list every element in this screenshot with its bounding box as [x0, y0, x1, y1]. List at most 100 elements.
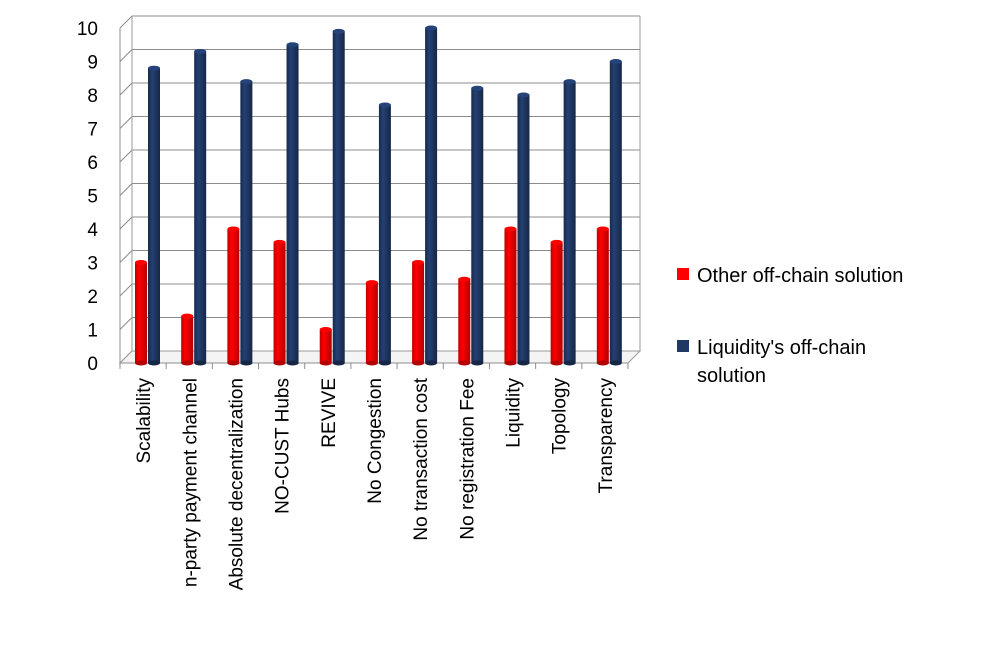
bar-other — [550, 239, 563, 366]
bar-top — [609, 59, 622, 64]
bar-body — [148, 68, 160, 363]
x-tick-label: REVIVE — [319, 378, 340, 448]
y-tick-label: 9 — [87, 53, 98, 74]
bar-top — [286, 42, 299, 48]
bar-base — [458, 360, 471, 366]
bar-base — [471, 360, 484, 366]
bar-other — [319, 327, 332, 366]
legend-label-other: Other off-chain solution — [697, 265, 903, 287]
gridline — [119, 15, 640, 29]
bar-body — [135, 262, 147, 363]
x-tick-label: No transaction cost — [411, 377, 432, 540]
bar-other — [227, 226, 240, 366]
bar-liquidity — [148, 65, 160, 366]
bar-base — [273, 360, 286, 366]
bar-other — [458, 276, 471, 366]
bar-body — [425, 28, 438, 363]
bar-top — [458, 276, 471, 282]
x-tick-label: No Congestion — [365, 378, 386, 504]
bar-body — [319, 329, 332, 363]
bar-top — [227, 226, 240, 232]
bar-base — [412, 360, 425, 366]
bar-liquidity — [332, 28, 345, 366]
x-tick-label: Scalability — [134, 378, 155, 464]
bar-body — [504, 229, 517, 363]
y-tick-label: 1 — [87, 321, 98, 342]
legend: Other off-chain solution Liquidity's off-… — [677, 265, 903, 387]
bar-top — [240, 79, 253, 85]
y-tick-label: 5 — [87, 187, 98, 208]
bar-top — [504, 226, 517, 232]
legend-swatch — [677, 268, 689, 280]
bar-other — [273, 239, 286, 366]
bar-base — [194, 360, 207, 366]
y-tick-label: 10 — [77, 19, 98, 40]
bar-body — [273, 242, 286, 363]
bar-other — [181, 313, 194, 366]
bar-body — [227, 229, 240, 363]
bar-body — [286, 44, 299, 363]
bar-body — [458, 279, 471, 363]
bar-top — [412, 260, 425, 265]
bar-top — [517, 92, 530, 98]
x-tick-label: NO-CUST Hubs — [273, 378, 294, 514]
bar-body — [365, 282, 378, 363]
x-tick-labels: Scalability n-party payment channel Absolu… — [134, 377, 617, 590]
bar-liquidity — [378, 102, 391, 366]
bar-top — [319, 327, 332, 332]
y-tick-label: 2 — [87, 287, 98, 308]
bar-liquidity — [563, 79, 576, 366]
bar-body — [609, 61, 622, 363]
bar-top — [332, 28, 345, 34]
bar-top — [273, 239, 286, 245]
bar-body — [596, 229, 609, 363]
bar-base — [365, 360, 378, 366]
bar-base — [148, 360, 160, 366]
legend-swatch — [677, 340, 689, 352]
y-tick-label: 3 — [87, 254, 98, 275]
bar-top — [194, 48, 207, 54]
bar-body — [412, 262, 425, 363]
bar-base — [550, 360, 563, 366]
bar-body — [378, 105, 391, 364]
y-tick-labels: 0 1 2 3 4 5 6 7 8 9 10 — [77, 19, 99, 375]
bar-liquidity — [240, 79, 253, 366]
bar-body — [240, 81, 253, 363]
bar-top — [135, 260, 147, 265]
bar-top — [425, 25, 438, 31]
x-tick-label: Topology — [550, 378, 571, 455]
bar-base — [181, 360, 194, 366]
bar-liquidity — [517, 92, 530, 366]
x-tick-label: No registration Fee — [457, 378, 478, 540]
y-tick-label: 6 — [87, 153, 98, 174]
bar-top — [563, 79, 576, 85]
bar-liquidity — [286, 42, 299, 366]
bar-body — [181, 316, 194, 363]
bar-base — [517, 360, 530, 366]
bar-body — [517, 95, 530, 363]
bar-top — [181, 313, 194, 319]
bar-base — [286, 360, 299, 366]
bar-body — [563, 81, 576, 363]
bar-top — [596, 226, 609, 232]
bar-base — [378, 360, 391, 366]
bar-base — [227, 360, 240, 366]
legend-label-liquidity: Liquidity's off-chain solution — [697, 337, 866, 387]
bar-base — [319, 360, 332, 366]
bars — [135, 25, 622, 366]
bar-liquidity — [609, 59, 622, 366]
bar-base — [504, 360, 517, 366]
bar-other — [412, 260, 425, 366]
bar-top — [378, 102, 391, 108]
bar-base — [596, 360, 609, 366]
bar-base — [135, 360, 147, 366]
y-tick-label: 8 — [87, 86, 98, 107]
bar-top — [365, 280, 378, 286]
bar-liquidity — [194, 48, 207, 366]
bar-body — [332, 31, 345, 363]
bar-liquidity — [425, 25, 438, 366]
bar-top — [471, 85, 484, 91]
x-tick-label: Transparency — [596, 378, 617, 494]
bar-other — [504, 226, 517, 366]
